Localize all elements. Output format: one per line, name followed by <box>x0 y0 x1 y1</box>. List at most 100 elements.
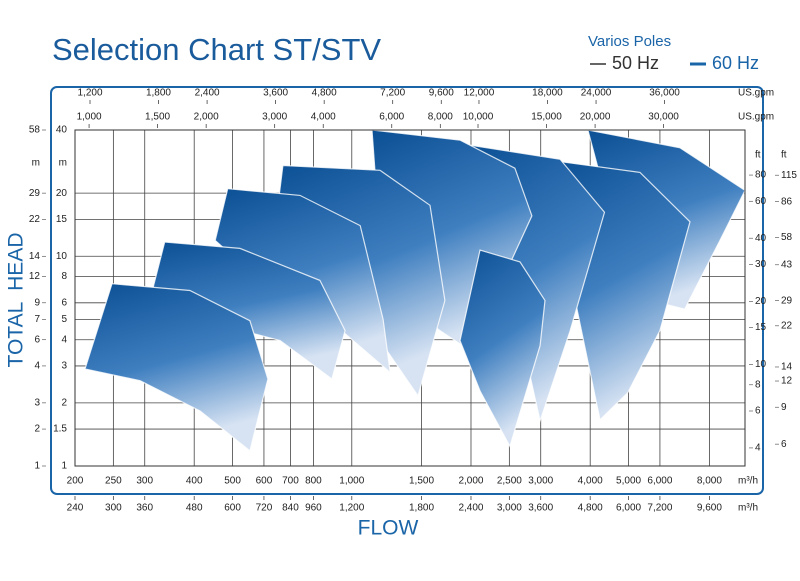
x2-tick-label: 9,600 <box>697 503 722 514</box>
x4-tick-label: 3,000 <box>262 112 287 123</box>
y-tick-label: 2 <box>61 398 67 409</box>
legend-title: Varios Poles <box>588 33 671 50</box>
legend-label: 50 Hz <box>612 53 659 73</box>
y2-tick-label: 3 <box>34 398 40 409</box>
x2-tick-label: 480 <box>186 503 203 514</box>
x4-tick-label: 8,000 <box>428 112 453 123</box>
pump-curves <box>84 129 746 452</box>
y-axis-label: TOTAL HEAD <box>5 233 28 368</box>
x4-tick-label: 6,000 <box>379 112 404 123</box>
y-tick-label: 1 <box>61 461 67 472</box>
y3-tick-label: 4 <box>755 443 761 454</box>
x-tick-label: 200 <box>67 476 84 487</box>
x3-tick-label: 9,600 <box>429 88 454 99</box>
y3-tick-label: 40 <box>755 233 767 244</box>
plot-border-top <box>74 129 746 467</box>
y-tick-label: 15 <box>56 214 68 225</box>
x-axis-label: FLOW <box>358 517 419 540</box>
x-tick-label: 800 <box>305 476 322 487</box>
x4-tick-label: 15,000 <box>531 112 562 123</box>
x2-tick-label: 4,800 <box>578 503 603 514</box>
x3-tick-label: 1,800 <box>146 88 171 99</box>
x2-tick-label: 240 <box>67 503 84 514</box>
x3-unit: US.gpm <box>738 88 774 99</box>
y-tick-label: 5 <box>61 314 67 325</box>
x2-unit: m³/h <box>738 503 758 514</box>
x2-tick-label: 600 <box>224 503 241 514</box>
y4-tick-label: 86 <box>781 196 793 207</box>
x4-unit: US.gpm <box>738 112 774 123</box>
x2-tick-label: 840 <box>282 503 299 514</box>
y4-tick-label: 12 <box>781 376 793 387</box>
y4-tick-label: 58 <box>781 232 793 243</box>
x2-tick-label: 300 <box>105 503 122 514</box>
y2-tick-label: 14 <box>29 251 41 262</box>
x-tick-label: 250 <box>105 476 122 487</box>
x3-tick-label: 36,000 <box>649 88 680 99</box>
x-tick-label: 2,000 <box>458 476 483 487</box>
x2-tick-label: 3,600 <box>528 503 553 514</box>
y3-tick-label: 8 <box>755 379 761 390</box>
y3-tick-label: 6 <box>755 406 761 417</box>
x-tick-label: 8,000 <box>697 476 722 487</box>
y2-tick-label: 29 <box>29 188 41 199</box>
x3-tick-label: 24,000 <box>581 88 612 99</box>
y2-tick-label: 4 <box>34 361 40 372</box>
y2-tick-label: 22 <box>29 214 41 225</box>
x3-tick-label: 2,400 <box>195 88 220 99</box>
legend-label: 60 Hz <box>712 53 759 73</box>
y2-tick-label: 1 <box>34 461 40 472</box>
x2-tick-label: 960 <box>305 503 322 514</box>
x4-tick-label: 1,000 <box>77 112 102 123</box>
y-tick-label: 10 <box>56 251 68 262</box>
y4-tick-label: 14 <box>781 362 793 373</box>
y4-tick-label: 43 <box>781 259 793 270</box>
x4-tick-label: 10,000 <box>463 112 494 123</box>
x3-tick-label: 12,000 <box>464 88 495 99</box>
x-tick-label: 500 <box>224 476 241 487</box>
x2-tick-label: 1,200 <box>339 503 364 514</box>
y2-unit: m <box>32 158 40 169</box>
x2-tick-label: 3,000 <box>497 503 522 514</box>
y-tick-label: 6 <box>61 297 67 308</box>
x-unit: m³/h <box>738 476 758 487</box>
y4-tick-label: 115 <box>781 170 797 181</box>
x-tick-label: 1,000 <box>339 476 364 487</box>
y-tick-label: 8 <box>61 271 67 282</box>
chart-title: Selection Chart ST/STV <box>52 32 381 67</box>
x3-tick-label: 3,600 <box>263 88 288 99</box>
y3-tick-label: 10 <box>755 359 767 370</box>
x-tick-label: 400 <box>186 476 203 487</box>
x4-tick-label: 30,000 <box>648 112 679 123</box>
x-tick-label: 600 <box>256 476 273 487</box>
pump-range <box>459 249 546 448</box>
y3-tick-label: 30 <box>755 259 767 270</box>
y4-tick-label: 22 <box>781 320 793 331</box>
y-tick-label: 40 <box>56 125 68 136</box>
x2-tick-label: 1,800 <box>409 503 434 514</box>
y2-tick-label: 12 <box>29 271 41 282</box>
y-unit: m <box>59 158 67 169</box>
x3-tick-label: 1,200 <box>77 88 102 99</box>
y4-tick-label: 9 <box>781 402 787 413</box>
y2-tick-label: 2 <box>34 424 40 435</box>
x2-tick-label: 6,000 <box>616 503 641 514</box>
x3-tick-label: 18,000 <box>532 88 563 99</box>
x3-tick-label: 7,200 <box>380 88 405 99</box>
chart-frame <box>50 86 764 495</box>
x2-tick-label: 720 <box>256 503 273 514</box>
y3-tick-label: 20 <box>755 296 767 307</box>
x4-tick-label: 4,000 <box>311 112 336 123</box>
x4-tick-label: 2,000 <box>194 112 219 123</box>
x4-tick-label: 1,500 <box>145 112 170 123</box>
y3-tick-label: 15 <box>755 322 767 333</box>
x2-tick-label: 2,400 <box>458 503 483 514</box>
y4-tick-label: 29 <box>781 295 793 306</box>
x2-tick-label: 7,200 <box>647 503 672 514</box>
y2-tick-label: 6 <box>34 334 40 345</box>
x-tick-label: 5,000 <box>616 476 641 487</box>
x-tick-label: 1,500 <box>409 476 434 487</box>
x-tick-label: 4,000 <box>578 476 603 487</box>
y4-unit: ft <box>781 150 787 161</box>
